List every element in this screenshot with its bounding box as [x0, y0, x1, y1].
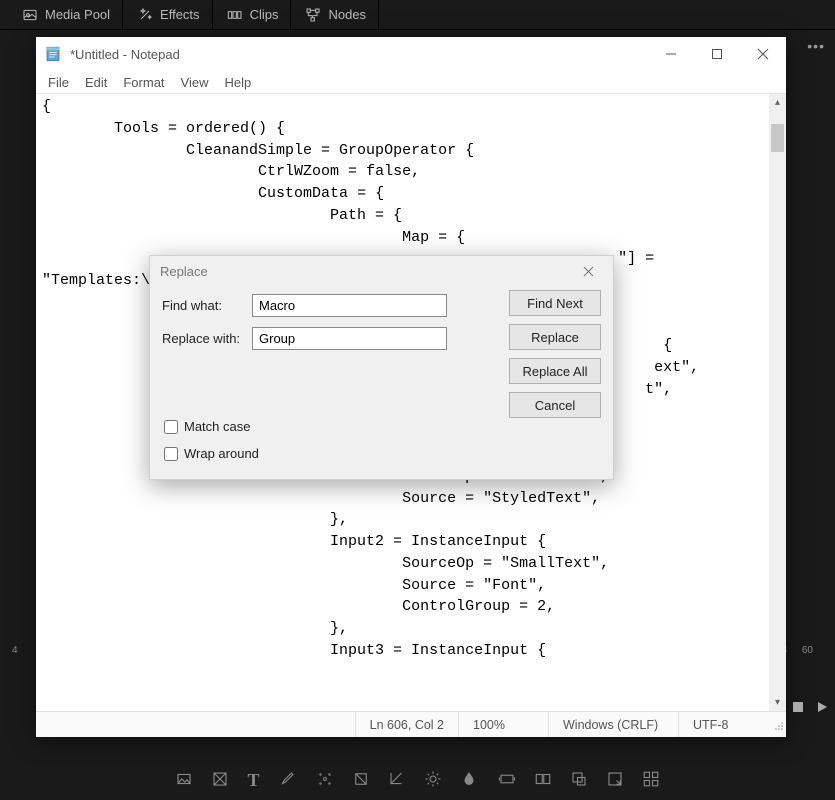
vertical-scrollbar[interactable]: ▴ ▾ [769, 94, 786, 711]
play-icon[interactable] [815, 700, 829, 717]
menu-view[interactable]: View [173, 73, 217, 92]
close-button[interactable] [740, 37, 786, 71]
tool-icon[interactable] [175, 770, 193, 791]
scroll-up-icon[interactable]: ▴ [769, 94, 786, 111]
notepad-menubar: File Edit Format View Help [36, 71, 786, 93]
find-what-label: Find what: [162, 298, 252, 313]
replace-dialog-title: Replace [160, 264, 573, 279]
brush-tool-icon[interactable] [278, 770, 296, 791]
menu-file[interactable]: File [40, 73, 77, 92]
tab-label: Nodes [328, 7, 366, 22]
menu-edit[interactable]: Edit [77, 73, 115, 92]
replace-dialog: Replace Find what: Replace with: Find Ne… [149, 255, 614, 480]
close-button[interactable] [573, 256, 603, 286]
notepad-statusbar: Ln 606, Col 2 100% Windows (CRLF) UTF-8 [36, 711, 786, 737]
match-case-input[interactable] [164, 420, 178, 434]
drop-icon[interactable] [460, 770, 478, 791]
tool-icon[interactable] [534, 770, 552, 791]
timeline-num: 60 [796, 645, 819, 656]
notepad-title: *Untitled - Notepad [70, 47, 648, 62]
app-top-tabs: Media Pool Effects Clips Nodes [0, 0, 835, 30]
nodes-icon [305, 7, 321, 23]
cancel-button[interactable]: Cancel [509, 392, 601, 418]
tab-media-pool[interactable]: Media Pool [10, 0, 123, 29]
tool-icon[interactable] [316, 770, 334, 791]
notepad-app-icon [44, 45, 62, 63]
effects-icon [137, 7, 153, 23]
tab-effects[interactable]: Effects [125, 0, 213, 29]
wrap-around-label: Wrap around [184, 446, 259, 461]
status-position: Ln 606, Col 2 [355, 712, 458, 737]
match-case-checkbox[interactable]: Match case [164, 419, 259, 434]
tab-label: Media Pool [45, 7, 110, 22]
stop-icon[interactable] [791, 700, 805, 717]
resize-grip-icon[interactable] [768, 717, 786, 733]
bottom-toolbar: T [0, 764, 835, 796]
text-tool-icon[interactable]: T [247, 770, 259, 791]
menu-format[interactable]: Format [115, 73, 172, 92]
notepad-titlebar[interactable]: *Untitled - Notepad [36, 37, 786, 71]
menu-help[interactable]: Help [216, 73, 259, 92]
tool-icon[interactable] [642, 770, 660, 791]
replace-all-button[interactable]: Replace All [509, 358, 601, 384]
tab-clips[interactable]: Clips [215, 0, 292, 29]
tab-label: Effects [160, 7, 200, 22]
media-controls-right [791, 700, 829, 717]
status-zoom: 100% [458, 712, 548, 737]
brightness-icon[interactable] [424, 770, 442, 791]
scroll-down-icon[interactable]: ▾ [769, 694, 786, 711]
find-next-button[interactable]: Find Next [509, 290, 601, 316]
tool-icon[interactable] [388, 770, 406, 791]
find-what-input[interactable] [252, 294, 447, 317]
more-icon[interactable]: ••• [807, 38, 825, 54]
tool-icon[interactable] [606, 770, 624, 791]
tab-nodes[interactable]: Nodes [293, 0, 379, 29]
maximize-button[interactable] [694, 37, 740, 71]
wrap-around-checkbox[interactable]: Wrap around [164, 446, 259, 461]
scroll-thumb[interactable] [771, 124, 784, 152]
timeline-num: 4 [6, 645, 24, 656]
tool-icon[interactable] [498, 770, 516, 791]
minimize-button[interactable] [648, 37, 694, 71]
match-case-label: Match case [184, 419, 250, 434]
tool-icon[interactable] [211, 770, 229, 791]
status-encoding: UTF-8 [678, 712, 768, 737]
replace-button[interactable]: Replace [509, 324, 601, 350]
wrap-around-input[interactable] [164, 447, 178, 461]
replace-with-label: Replace with: [162, 331, 252, 346]
replace-with-input[interactable] [252, 327, 447, 350]
media-pool-icon [22, 7, 38, 23]
tool-icon[interactable] [570, 770, 588, 791]
clips-icon [227, 7, 243, 23]
tab-label: Clips [250, 7, 279, 22]
status-line-ending: Windows (CRLF) [548, 712, 678, 737]
replace-dialog-titlebar[interactable]: Replace [150, 256, 613, 286]
tool-icon[interactable] [352, 770, 370, 791]
